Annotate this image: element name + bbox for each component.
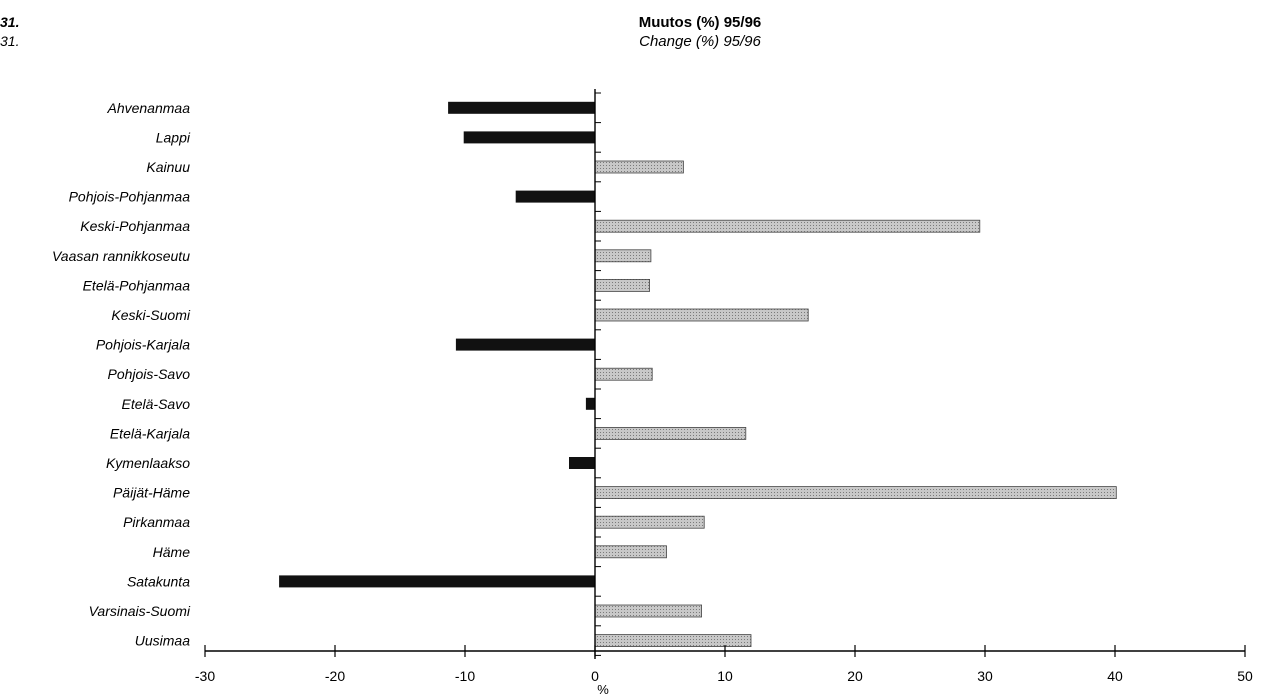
x-tick-label: -10 xyxy=(455,668,475,684)
category-label: Etelä-Karjala xyxy=(110,425,190,441)
bar-varsinais-suomi xyxy=(594,604,702,618)
category-label: Pohjois-Karjala xyxy=(96,337,190,353)
bar-kymenlaakso xyxy=(569,457,595,469)
bar-etel-savo xyxy=(585,397,595,410)
category-label: Varsinais-Suomi xyxy=(89,603,191,619)
bar-vaasan-rannikkoseutu xyxy=(594,249,652,263)
category-label: Pohjois-Pohjanmaa xyxy=(69,189,191,205)
bar-pohjois-pohjanmaa xyxy=(515,190,595,203)
bar-etel-pohjanmaa xyxy=(594,278,650,292)
category-label: Etelä-Pohjanmaa xyxy=(83,277,191,293)
bar-uusimaa xyxy=(594,634,752,647)
bar-kainuu xyxy=(594,160,684,174)
chart-title: Muutos (%) 95/96 xyxy=(638,14,762,31)
bar-lappi xyxy=(463,131,595,144)
figure-number-en: 31. xyxy=(0,33,20,49)
chart-subtitle: Change (%) 95/96 xyxy=(639,33,761,50)
figure-number: 31. xyxy=(0,14,20,30)
category-label: Lappi xyxy=(156,129,191,145)
x-tick-label: -20 xyxy=(325,668,345,684)
category-label: Vaasan rannikkoseutu xyxy=(52,248,190,264)
category-label: Keski-Pohjanmaa xyxy=(80,218,190,234)
x-tick-label: 10 xyxy=(717,668,733,684)
x-tick-label: 0 xyxy=(591,668,599,684)
category-label: Päijät-Häme xyxy=(113,485,190,501)
x-tick-label: -30 xyxy=(195,668,215,684)
bar-p-ij-t-h-me xyxy=(594,486,1117,500)
category-label: Häme xyxy=(153,544,191,560)
x-tick-label: 30 xyxy=(977,668,993,684)
category-label: Pirkanmaa xyxy=(123,514,190,530)
bar-h-me xyxy=(594,545,667,559)
category-label: Satakunta xyxy=(127,573,190,589)
bar-pohjois-savo xyxy=(594,367,653,381)
category-label: Kainuu xyxy=(146,159,190,175)
bar-pirkanmaa xyxy=(594,515,705,529)
bar-keski-pohjanmaa xyxy=(594,219,981,233)
x-axis-unit: % xyxy=(597,682,609,696)
category-label: Keski-Suomi xyxy=(111,307,190,323)
bar-etel-karjala xyxy=(594,426,747,440)
category-label: Kymenlaakso xyxy=(106,455,190,471)
bar-satakunta xyxy=(279,575,595,588)
bar-ahvenanmaa xyxy=(448,101,595,114)
x-tick-label: 50 xyxy=(1237,668,1253,684)
x-tick-label: 20 xyxy=(847,668,863,684)
bar-keski-suomi xyxy=(594,308,809,322)
category-label: Ahvenanmaa xyxy=(106,100,190,116)
category-label: Etelä-Savo xyxy=(122,396,191,412)
category-label: Pohjois-Savo xyxy=(108,366,191,382)
x-tick-label: 40 xyxy=(1107,668,1123,684)
category-label: Uusimaa xyxy=(135,633,190,649)
bar-pohjois-karjala xyxy=(455,338,595,351)
